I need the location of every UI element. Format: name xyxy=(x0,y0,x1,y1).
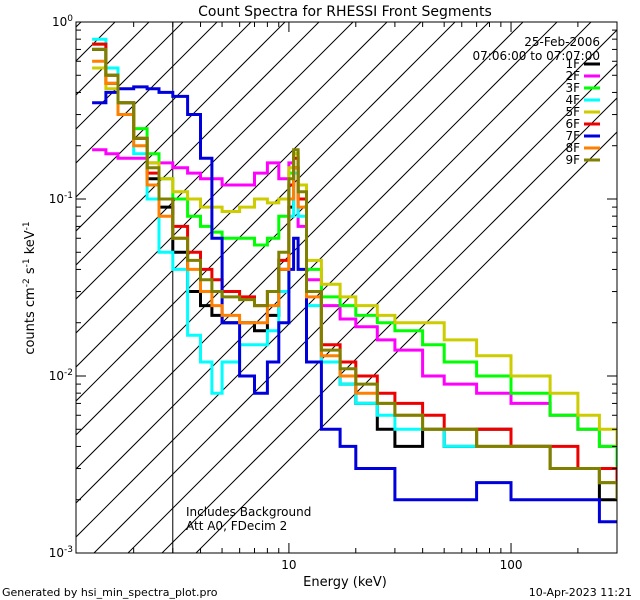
hatch-line xyxy=(76,22,592,538)
hatch-line xyxy=(76,22,388,334)
hatch-line xyxy=(127,63,617,553)
hatch-line xyxy=(76,22,422,368)
legend-label-4F: 4F xyxy=(565,93,580,107)
y-tick-label: 100 xyxy=(52,14,73,29)
hatched-region xyxy=(0,0,617,553)
hatch-line xyxy=(76,22,456,402)
attenuator-note: Att A0, FDecim 2 xyxy=(186,519,287,533)
legend-label-1F: 1F xyxy=(565,57,580,71)
time-range-label: 07:06:00 to 07:07:00 xyxy=(473,49,600,63)
y-axis-label: counts cm-2 s-1 keV-1 xyxy=(22,221,38,354)
legend-label-5F: 5F xyxy=(565,105,580,119)
legend-label-3F: 3F xyxy=(565,81,580,95)
y-tick-label: 10-2 xyxy=(49,368,73,383)
legend-label-9F: 9F xyxy=(565,153,580,167)
hatch-line xyxy=(76,22,524,470)
y-tick-label: 10-1 xyxy=(49,191,73,206)
x-tick-label: 10 xyxy=(281,558,296,572)
hatch-line xyxy=(76,22,490,436)
series-1F xyxy=(92,47,617,502)
date-label: 25-Feb-2006 xyxy=(524,35,600,49)
chart-title: Count Spectra for RHESSI Front Segments xyxy=(198,4,492,20)
footer-generated: Generated by hsi_min_spectra_plot.pro xyxy=(2,586,218,599)
hatch-line xyxy=(76,22,82,28)
axis-ticks xyxy=(76,21,618,554)
hatch-line xyxy=(76,22,320,266)
hatch-line xyxy=(76,22,150,96)
x-axis-label: Energy (keV) xyxy=(303,575,387,590)
hatch-line xyxy=(93,29,617,553)
series-7F xyxy=(92,85,617,524)
background-note: Includes Background xyxy=(186,505,311,519)
hatch-line xyxy=(76,22,354,300)
plot-frame xyxy=(75,21,618,554)
series-9F xyxy=(92,47,617,500)
legend-label-6F: 6F xyxy=(565,117,580,131)
legend-label-7F: 7F xyxy=(565,129,580,143)
hatch-line xyxy=(76,22,252,198)
hatch-line xyxy=(76,22,218,164)
y-tick-label: 10-3 xyxy=(49,545,73,560)
hatch-line xyxy=(195,131,617,553)
axis-tick-labels: 10 100 100 10-1 10-2 10-3 xyxy=(49,14,523,572)
hatch-line xyxy=(76,22,286,232)
hatch-line xyxy=(161,97,617,553)
legend-label-8F: 8F xyxy=(565,141,580,155)
footer-timestamp: 10-Apr-2023 11:21 xyxy=(529,586,632,599)
legend-label-2F: 2F xyxy=(565,69,580,83)
series-8F xyxy=(92,59,617,500)
hatch-line xyxy=(0,0,76,553)
x-tick-label: 100 xyxy=(500,558,523,572)
series-group xyxy=(92,37,617,524)
